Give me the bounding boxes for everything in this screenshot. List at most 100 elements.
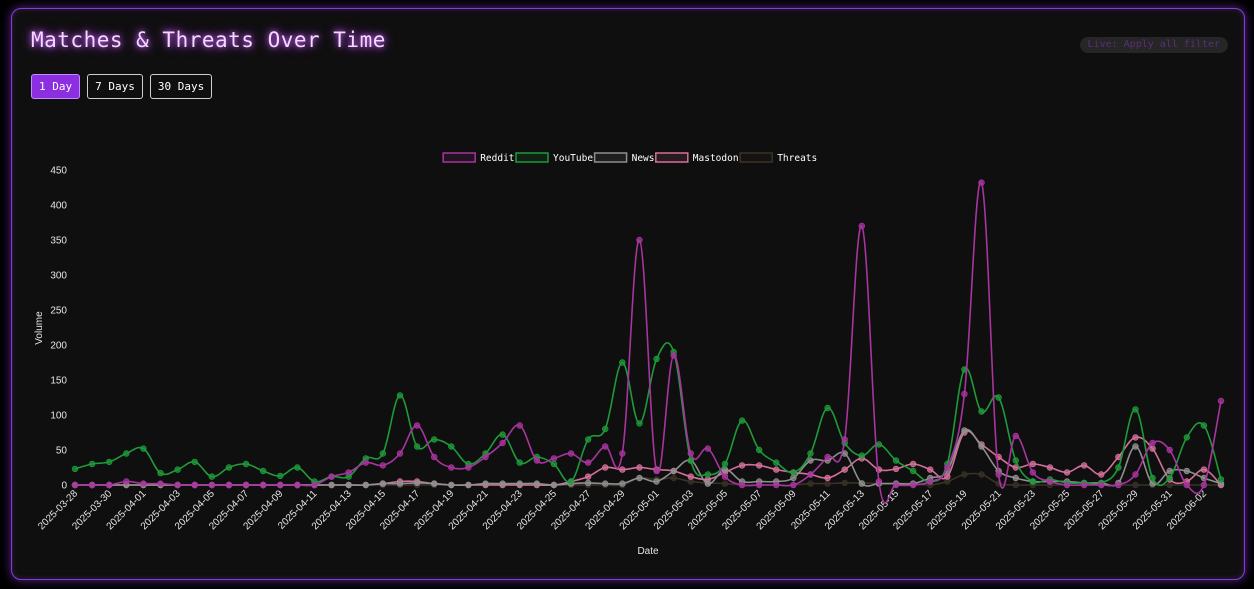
legend-label-reddit: Reddit: [480, 153, 514, 164]
data-point-youtube: [978, 408, 985, 415]
data-point-mastodon: [909, 460, 917, 468]
data-point-news: [499, 480, 506, 487]
data-point-youtube: [499, 431, 506, 438]
data-point-youtube: [1166, 474, 1173, 482]
data-point-youtube: [396, 392, 404, 399]
y-tick-label: 350: [50, 236, 67, 247]
legend-swatch-news: [593, 152, 628, 163]
data-point-reddit: [1063, 481, 1071, 489]
data-point-youtube: [773, 459, 780, 466]
data-point-mastodon: [1132, 434, 1139, 441]
data-point-youtube: [1132, 406, 1139, 413]
data-point-reddit: [995, 471, 1002, 478]
data-point-threats: [978, 471, 985, 478]
range-30-days-button[interactable]: 30 Days: [149, 74, 213, 99]
data-point-youtube: [858, 452, 866, 459]
data-point-youtube: [379, 450, 387, 457]
data-point-news: [670, 467, 677, 475]
data-point-youtube: [584, 436, 592, 443]
data-point-mastodon: [892, 465, 900, 473]
data-point-news: [636, 474, 643, 482]
data-point-reddit: [106, 481, 113, 489]
y-tick-label: 200: [50, 341, 67, 352]
data-point-reddit: [978, 179, 985, 186]
data-point-news: [533, 480, 541, 487]
legend-label-news: News: [632, 153, 655, 164]
data-point-reddit: [653, 467, 660, 475]
data-point-reddit: [790, 481, 797, 489]
data-point-reddit: [858, 222, 866, 230]
data-point-reddit: [1115, 481, 1122, 489]
data-point-youtube: [550, 460, 558, 468]
data-point-reddit: [892, 481, 900, 489]
data-point-reddit: [430, 453, 438, 461]
data-point-youtube: [294, 464, 301, 471]
data-point-news: [961, 427, 968, 434]
data-point-mastodon: [636, 464, 643, 471]
data-point-youtube: [430, 436, 438, 443]
data-point-reddit: [157, 480, 164, 487]
data-point-reddit: [225, 481, 233, 489]
data-point-youtube: [157, 469, 164, 477]
data-point-reddit: [499, 439, 506, 447]
data-point-youtube: [1115, 464, 1122, 471]
data-point-mastodon: [1149, 445, 1156, 452]
data-point-reddit: [670, 352, 677, 359]
data-point-youtube: [909, 467, 917, 475]
data-point-threats: [721, 480, 729, 487]
y-tick-label: 300: [50, 271, 67, 282]
data-point-youtube: [174, 466, 181, 473]
data-point-threats: [841, 479, 848, 487]
data-point-youtube: [1183, 434, 1190, 441]
data-point-youtube: [1217, 476, 1225, 483]
legend-swatch-youtube: [515, 152, 549, 163]
data-point-mastodon: [1200, 466, 1208, 473]
data-point-reddit: [773, 481, 780, 489]
data-point-news: [704, 480, 712, 487]
data-point-reddit: [841, 436, 848, 443]
data-point-news: [619, 480, 626, 487]
data-point-reddit: [584, 459, 592, 466]
data-point-reddit: [88, 481, 96, 489]
data-point-youtube: [687, 457, 694, 464]
data-point-mastodon: [1063, 469, 1071, 476]
data-point-news: [516, 480, 523, 487]
data-point-reddit: [721, 473, 729, 480]
data-point-threats: [1012, 481, 1019, 489]
data-point-threats: [961, 471, 968, 478]
data-point-youtube: [892, 457, 900, 464]
data-point-reddit: [1217, 397, 1225, 405]
data-point-reddit: [755, 481, 763, 489]
legend-label-youtube: YouTube: [553, 153, 593, 164]
data-point-youtube: [140, 445, 147, 452]
data-point-news: [448, 481, 455, 489]
data-point-youtube: [619, 359, 626, 366]
y-tick-label: 0: [61, 481, 67, 492]
data-point-threats: [807, 480, 814, 487]
data-point-reddit: [550, 455, 558, 462]
data-point-news: [362, 481, 369, 489]
data-point-news: [807, 457, 814, 464]
data-point-youtube: [995, 394, 1002, 401]
data-point-mastodon: [738, 462, 746, 469]
range-1-day-button[interactable]: 1 Day: [31, 74, 81, 99]
data-point-reddit: [875, 478, 883, 485]
data-point-youtube: [106, 458, 113, 466]
data-point-youtube: [738, 417, 746, 424]
data-point-reddit: [277, 481, 284, 489]
data-point-youtube: [88, 460, 96, 468]
data-point-reddit: [1149, 439, 1156, 447]
data-point-reddit: [1183, 481, 1190, 489]
data-point-youtube: [704, 471, 712, 478]
data-point-threats: [1132, 481, 1139, 489]
data-point-reddit: [259, 481, 267, 489]
live-filter-button[interactable]: Live: Apply all filter: [1079, 37, 1228, 53]
data-point-reddit: [533, 457, 541, 464]
range-7-days-button[interactable]: 7 Days: [87, 74, 143, 99]
data-point-reddit: [1166, 446, 1173, 454]
data-point-mastodon: [687, 473, 694, 480]
series-line-reddit: [75, 181, 1222, 504]
data-point-youtube: [602, 425, 609, 433]
data-point-reddit: [961, 390, 968, 398]
